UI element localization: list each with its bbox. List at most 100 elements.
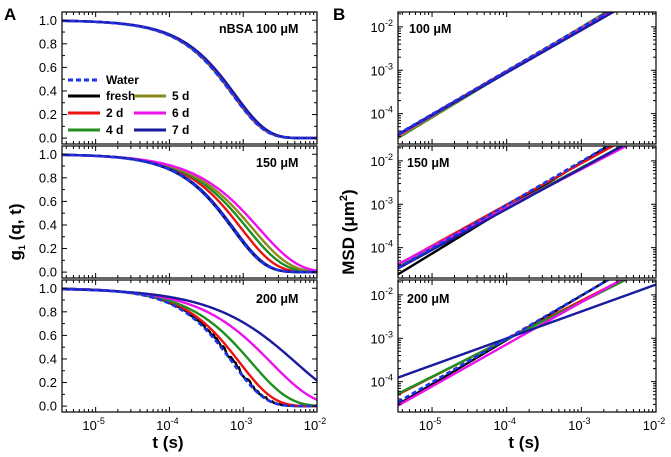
panel-b-xlabel: t (s) xyxy=(508,433,539,452)
series-line-4d xyxy=(398,12,609,140)
series-line-6d xyxy=(398,280,624,407)
y-tick-label: 0.0 xyxy=(39,131,57,146)
plot-frame xyxy=(397,11,657,145)
series-line-water xyxy=(398,146,611,270)
plot-b-middle: 10-4 10-3 10-2 xyxy=(371,145,657,279)
series-line-4d xyxy=(62,19,317,140)
legend-label-2d: 2 d xyxy=(106,106,123,120)
series-line-4d xyxy=(398,280,629,395)
y-tick-label: 0.6 xyxy=(39,194,57,209)
ylabel-g: g xyxy=(6,250,25,260)
legend-label-5d: 5 d xyxy=(172,89,189,103)
series-line-water xyxy=(62,153,317,274)
series-line-water xyxy=(62,19,317,140)
plot-frame xyxy=(61,11,318,145)
y-tick-label: 10-3 xyxy=(371,195,393,212)
plot-frame xyxy=(397,279,657,413)
y-tick-label: 0.4 xyxy=(39,217,57,232)
y-tick-label: 0.4 xyxy=(39,83,57,98)
y-tick-label: 0.2 xyxy=(39,241,57,256)
series-group xyxy=(62,19,317,140)
x-tick-label: 10-5 xyxy=(419,416,441,433)
series-group xyxy=(62,287,317,408)
series-line-7d xyxy=(398,146,625,270)
series-line-6d xyxy=(62,153,317,272)
plot-a-middle: 0.0 0.2 0.4 0.6 0.8 1.0 xyxy=(39,145,318,280)
plot-b-top: 10-4 10-3 10-2 xyxy=(371,11,657,145)
y-tick-label: 0.0 xyxy=(39,399,57,414)
x-tick-label: 10-2 xyxy=(304,416,326,433)
ylabel-sub: 1 xyxy=(17,245,27,250)
x-tick-label: 10-2 xyxy=(643,416,665,433)
panel-b-ylabel: MSD (μm2) xyxy=(338,189,358,274)
plots-group: 0.00.20.40.60.81.00.00.20.40.60.81.010-5… xyxy=(39,11,665,433)
panel-a-label: A xyxy=(4,5,16,24)
y-tick-label: 10-3 xyxy=(371,61,393,78)
y-tick-label: 10-3 xyxy=(371,329,393,346)
series-line-5d xyxy=(398,12,610,139)
y-tick-label: 0.6 xyxy=(39,60,57,75)
series-line-fresh xyxy=(62,19,317,140)
series-line-water xyxy=(398,12,611,136)
legend-label-6d: 6 d xyxy=(172,106,189,120)
legend: Water fresh 2 d 4 d 5 d 6 d 7 d xyxy=(68,73,189,137)
y-tick-label: 0.6 xyxy=(39,328,57,343)
plot-frame xyxy=(397,145,657,279)
series-line-2d xyxy=(62,19,317,140)
y-tick-label: 0.0 xyxy=(39,265,57,280)
series-group xyxy=(398,12,616,140)
series-line-5d xyxy=(62,19,317,140)
y-tick-label: 10-2 xyxy=(371,18,393,35)
y-tick-label: 0.4 xyxy=(39,351,57,366)
legend-label-water: Water xyxy=(106,73,139,87)
y-tick-label: 0.8 xyxy=(39,304,57,319)
ylabel-close: ) xyxy=(339,189,358,195)
annotation-b3: 200 μM xyxy=(407,292,449,306)
ylabel-sup: 2 xyxy=(338,195,350,201)
panel-b-label: B xyxy=(333,5,345,24)
plot-frame xyxy=(61,279,318,413)
y-tick-label: 1.0 xyxy=(39,281,57,296)
series-line-6d xyxy=(62,19,317,140)
y-tick-label: 0.2 xyxy=(39,375,57,390)
y-tick-label: 0.8 xyxy=(39,170,57,185)
legend-label-7d: 7 d xyxy=(172,123,189,137)
annotation-b1: 100 μM xyxy=(409,22,451,36)
y-tick-label: 1.0 xyxy=(39,13,57,28)
y-tick-label: 1.0 xyxy=(39,147,57,162)
annotation-a3: 200 μM xyxy=(256,292,298,306)
series-group xyxy=(398,280,656,407)
annotation-a1: nBSA 100 μM xyxy=(219,22,298,36)
x-tick-label: 10-5 xyxy=(82,416,104,433)
x-tick-label: 10-3 xyxy=(230,416,252,433)
y-tick-label: 0.8 xyxy=(39,36,57,51)
ylabel-msd: MSD (μm xyxy=(339,201,358,275)
panel-a-xlabel: t (s) xyxy=(152,433,183,452)
series-group xyxy=(62,153,317,274)
annotation-b2: 150 μM xyxy=(407,156,449,170)
y-tick-label: 10-4 xyxy=(371,239,393,256)
series-line-7d xyxy=(398,283,656,379)
y-tick-label: 10-4 xyxy=(371,373,393,390)
plot-a-top: 0.0 0.2 0.4 0.6 0.8 1.0 xyxy=(39,11,318,146)
x-tick-label: 10-4 xyxy=(493,416,515,433)
ylabel-rest: (q, t) xyxy=(6,204,25,246)
y-tick-label: 10-4 xyxy=(371,105,393,122)
x-tick-label: 10-3 xyxy=(568,416,590,433)
legend-label-4d: 4 d xyxy=(106,123,123,137)
legend-label-fresh: fresh xyxy=(106,89,135,103)
plot-frame xyxy=(61,145,318,279)
annotation-a2: 150 μM xyxy=(256,156,298,170)
series-group xyxy=(398,146,629,276)
series-line-7d xyxy=(62,19,317,140)
plot-a-bottom: 10-5 10-4 10-3 10-2 0.0 0.2 0.4 0.6 0.8 1.0 xyxy=(39,279,326,433)
y-tick-label: 0.2 xyxy=(39,107,57,122)
y-tick-label: 10-2 xyxy=(371,286,393,303)
x-tick-label: 10-4 xyxy=(156,416,178,433)
series-line-water xyxy=(398,280,611,404)
plot-b-bottom: 10-5 10-4 10-3 10-2 10-4 10-3 10-2 xyxy=(371,279,665,433)
y-tick-label: 10-2 xyxy=(371,152,393,169)
series-line-water xyxy=(62,287,317,408)
panel-a-ylabel: g1 (q, t) xyxy=(6,204,27,261)
